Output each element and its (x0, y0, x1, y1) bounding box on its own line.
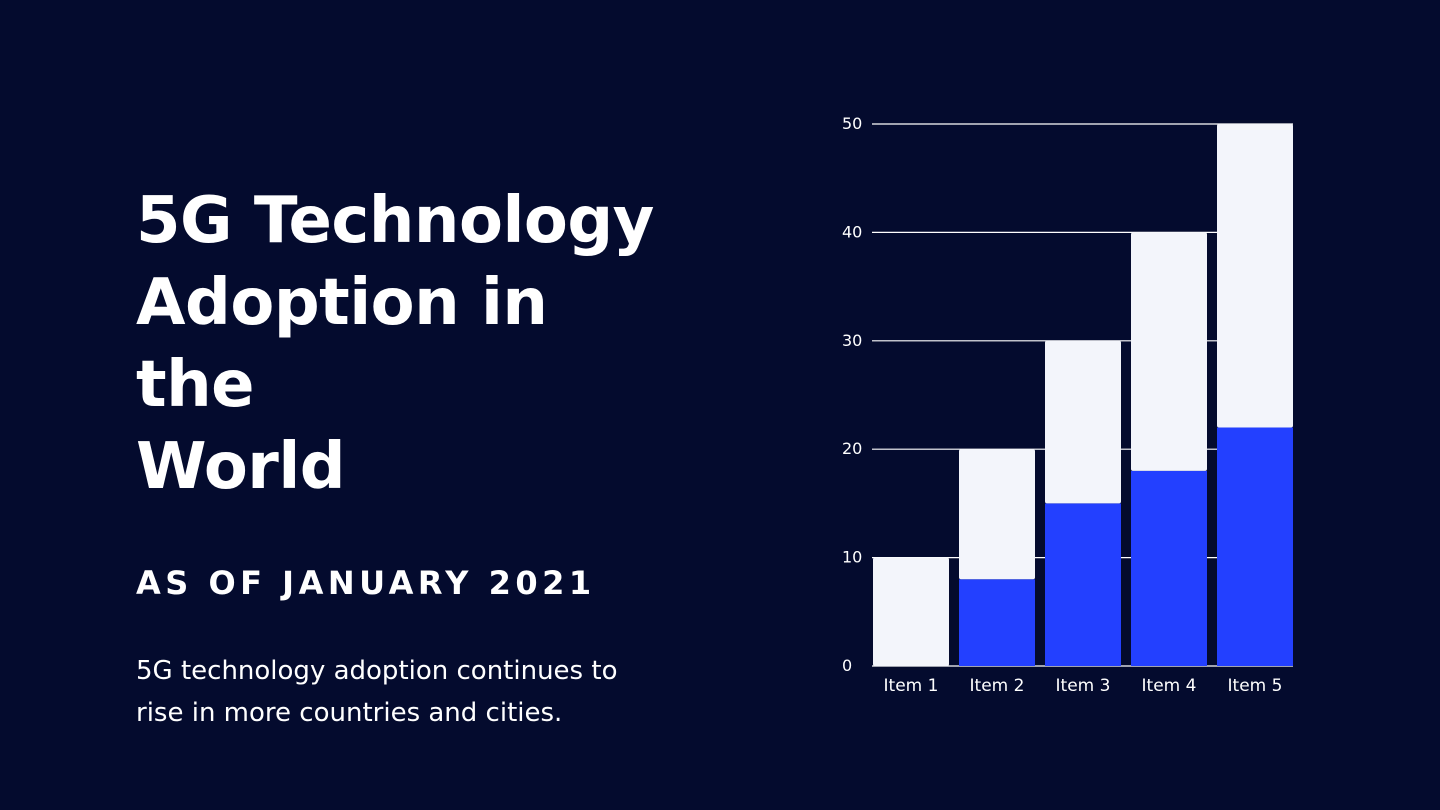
x-category-label: Item 5 (1228, 676, 1283, 696)
bar-2-5 (1217, 124, 1293, 428)
y-tick-label: 0 (842, 656, 852, 675)
y-tick-label: 40 (842, 222, 862, 241)
bar-1-4 (1131, 470, 1207, 666)
bar-1-3 (1045, 503, 1121, 666)
label-layer: 0 10 20 30 40 50 Item 1 Item 2 Item 3 Item 4 Item … (842, 114, 1282, 696)
bar-2-4 (1131, 232, 1207, 471)
x-category-label: Item 4 (1142, 676, 1197, 696)
bar-1-2 (959, 579, 1035, 666)
title-line-2: Adoption in the (136, 266, 548, 422)
bar-2-1 (873, 557, 949, 666)
slide-description: 5G technology adoption continues to rise… (136, 656, 618, 728)
y-tick-label: 30 (842, 331, 862, 350)
title-line-3: World (136, 430, 346, 504)
bar-2-3 (1045, 340, 1121, 504)
x-category-label: Item 2 (970, 676, 1025, 696)
y-tick-label: 20 (842, 439, 862, 458)
text-panel: 5G Technology Adoption in the World AS O… (136, 180, 656, 734)
y-tick-label: 50 (842, 114, 862, 133)
bar-layer (873, 124, 1293, 666)
slide-title: 5G Technology Adoption in the World (136, 180, 656, 508)
bar-1-5 (1217, 427, 1293, 666)
slide-subtitle: AS OF JANUARY 2021 (136, 564, 596, 602)
y-tick-label: 10 (842, 548, 862, 567)
bar-2-2 (959, 449, 1035, 580)
x-category-label: Item 3 (1056, 676, 1111, 696)
x-category-label: Item 1 (884, 676, 939, 696)
title-line-1: 5G Technology (136, 184, 654, 258)
